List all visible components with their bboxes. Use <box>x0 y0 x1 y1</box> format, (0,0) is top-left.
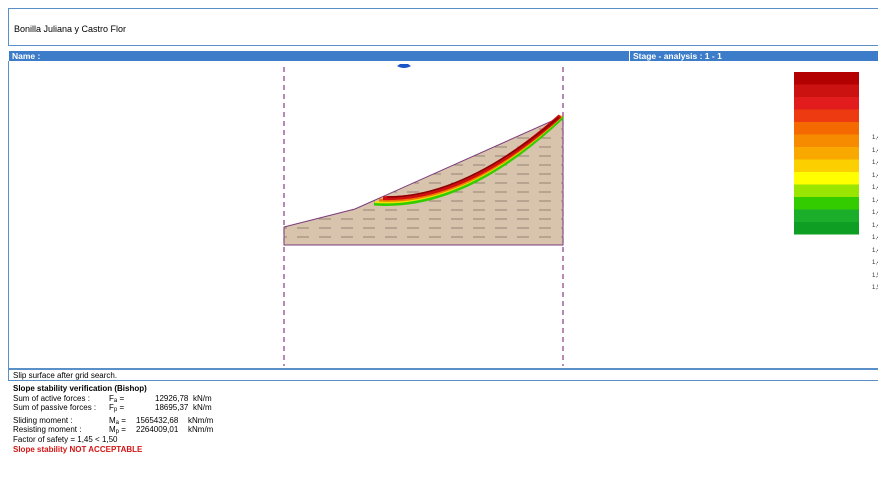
legend-label: 1,4 <box>872 197 878 204</box>
active-forces-symbol: F <box>109 393 114 403</box>
resisting-moment-label: Resisting moment : <box>13 425 82 435</box>
legend-labels: 1,4 1,4 1,4 1,4 1,4 1,4 1,4 1,4 1,4 1,4 1,4 1,5 1,5 <box>872 132 878 295</box>
legend-swatch <box>794 134 859 147</box>
legend-label: 1,4 <box>872 260 878 266</box>
passive-forces-label: Sum of passive forces : <box>13 403 97 413</box>
legend-label: 1,4 <box>872 185 878 191</box>
slip-surface-critical <box>386 116 560 198</box>
legend-swatch <box>794 222 859 235</box>
passive-forces-value: 18695,37 <box>155 403 189 413</box>
legend-swatch <box>794 209 859 222</box>
legend-swatch <box>794 172 859 185</box>
active-forces-label: Sum of active forces : <box>13 393 90 403</box>
legend-swatch <box>794 159 859 172</box>
resisting-moment-row: Resisting moment : Mp = 2264009,01 kNm/m <box>13 425 214 436</box>
passive-forces-row: Sum of passive forces : Fp = 18695,37 kN… <box>13 403 212 414</box>
legend-label: 1,4 <box>872 147 878 154</box>
stage-analysis-label: Stage - analysis : 1 - 1 <box>629 51 722 61</box>
legend-swatch <box>794 109 859 122</box>
author-text: Bonilla Juliana y Castro Flor <box>14 24 127 34</box>
legend-label: 1,4 <box>872 247 878 254</box>
header-box: Bonilla Juliana y Castro Flor <box>8 8 878 46</box>
resisting-moment-value: 2264009,01 <box>136 425 179 435</box>
soil-body <box>283 115 564 246</box>
caption-text: Slip surface after grid search. <box>13 371 118 380</box>
title-bar: Name : Stage - analysis : 1 - 1 <box>9 51 878 61</box>
active-forces-value: 12926,78 <box>155 393 189 403</box>
verdict-text: Slope stability NOT ACCEPTABLE <box>13 444 143 454</box>
active-forces-row: Sum of active forces : Fa = 12926,78 kN/… <box>13 393 212 404</box>
sliding-moment-label: Sliding moment : <box>13 415 73 425</box>
legend-label: 1,4 <box>872 210 878 216</box>
legend-label: 1,5 <box>872 285 878 291</box>
passive-forces-unit: kN/m <box>193 403 212 413</box>
legend-label: 1,5 <box>872 272 878 279</box>
passive-forces-sub: p <box>113 407 118 414</box>
resisting-moment-sub: p <box>115 429 120 436</box>
results-title: Slope stability verification (Bishop) <box>13 384 147 393</box>
legend-color-scale <box>794 72 859 235</box>
legend-swatch <box>794 184 859 197</box>
factor-of-safety: Factor of safety = 1,45 < 1,50 <box>13 434 118 444</box>
results-panel: Slope stability verification (Bishop) Su… <box>13 384 214 454</box>
legend-swatch <box>794 197 859 210</box>
drawing-area: 1,4 1,4 1,4 1,4 1,4 1,4 1,4 1,4 1,4 1,4 1,4 1,5 1,5 <box>8 61 878 369</box>
active-forces-unit: kN/m <box>193 393 212 403</box>
legend-swatch <box>794 72 859 85</box>
name-label: Name : <box>12 51 41 61</box>
passive-forces-symbol: F <box>109 403 114 413</box>
legend-swatch <box>794 147 859 160</box>
legend-swatch <box>794 97 859 110</box>
caption-box: Slip surface after grid search. <box>8 369 878 381</box>
sliding-moment-value: 1565432,68 <box>136 415 179 425</box>
resisting-moment-symbol: M <box>109 425 116 435</box>
sliding-moment-sub: a <box>115 419 120 426</box>
slope-drawing <box>283 64 859 366</box>
legend-label: 1,4 <box>872 235 878 241</box>
resisting-moment-unit: kNm/m <box>188 425 214 435</box>
legend-label: 1,4 <box>872 160 878 166</box>
legend-label: 1,4 <box>872 172 878 179</box>
active-forces-sub: a <box>113 397 118 404</box>
legend-label: 1,4 <box>872 222 878 229</box>
legend-label: 1,4 <box>872 135 878 141</box>
sliding-moment-unit: kNm/m <box>188 415 214 425</box>
sliding-moment-symbol: M <box>109 415 116 425</box>
slip-band-green <box>373 115 565 206</box>
sliding-moment-row: Sliding moment : Ma = 1565432,68 kNm/m <box>13 415 214 426</box>
top-marker-icon <box>397 64 411 68</box>
legend-swatch <box>794 122 859 135</box>
legend-swatch <box>794 84 859 97</box>
